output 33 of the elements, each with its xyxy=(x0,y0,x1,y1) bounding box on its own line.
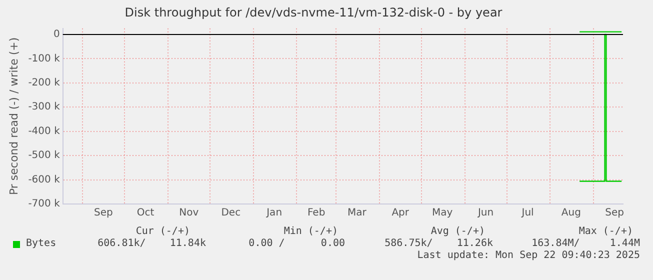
y-tick-label: -300 k xyxy=(28,102,60,113)
x-tick-label: Jun xyxy=(476,208,494,219)
x-tick-label: Dec xyxy=(221,208,241,219)
x-tick-label: Feb xyxy=(307,208,326,219)
text: Last update: Mon Sep 22 09:40:23 2025 xyxy=(417,250,640,261)
text: Cur (-/+) xyxy=(136,226,190,237)
y-tick-label: -100 k xyxy=(28,53,60,64)
x-tick-label: Apr xyxy=(392,208,410,219)
text: 163.84M/ 1.44M xyxy=(532,238,640,249)
x-tick-label: Jan xyxy=(266,208,282,219)
text: Max (-/+) xyxy=(578,226,633,237)
x-tick-label: Sep xyxy=(605,208,624,219)
y-tick-label: -700 k xyxy=(28,198,60,210)
x-tick-label: Mar xyxy=(348,208,368,219)
y-axis-title: Pr second read (-) / write (+) xyxy=(7,37,20,196)
text: Min (-/+) xyxy=(284,226,338,237)
y-tick-label: -500 k xyxy=(28,150,60,162)
legend-label: Bytes xyxy=(26,238,56,249)
text: 586.75k/ 11.26k xyxy=(384,238,493,249)
x-tick-label: Sep xyxy=(94,208,113,219)
text: 0.00 / 0.00 xyxy=(248,238,345,249)
x-tick-label: Jul xyxy=(520,208,534,219)
x-tick-label: Aug xyxy=(561,208,581,219)
y-tick-label: -200 k xyxy=(28,77,60,88)
text: 606.81k/ 11.84k xyxy=(98,238,206,249)
y-tick-label: 0 xyxy=(53,29,60,40)
x-tick-label: Oct xyxy=(136,208,154,219)
y-tick-label: -400 k xyxy=(28,126,60,137)
x-tick-label: Nov xyxy=(179,208,199,219)
text: Avg (-/+) xyxy=(430,226,485,237)
chart-title: Disk throughput for /dev/vds-nvme-11/vm-132-disk-0 - by year xyxy=(124,5,502,20)
x-tick-label: May xyxy=(432,208,453,219)
y-tick-label: -600 k xyxy=(28,174,60,186)
